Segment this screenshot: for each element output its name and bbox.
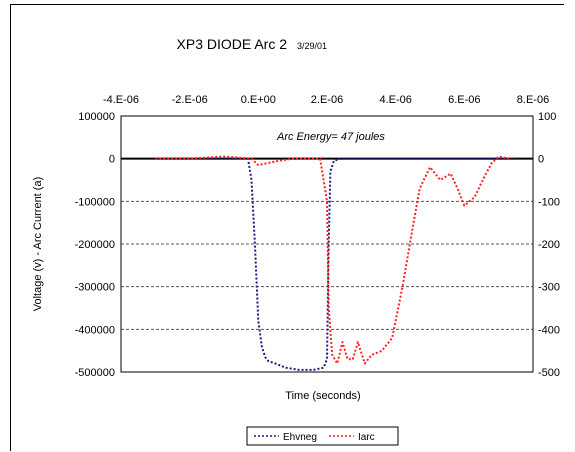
y-left-tick-label: -300000 — [75, 282, 115, 294]
y-right-tick-label: -100 — [538, 196, 560, 208]
y-right-tick-label: -200 — [538, 239, 560, 251]
series-lines — [155, 155, 516, 371]
y-right-tick-label: -300 — [538, 282, 560, 294]
chart-svg: XP3 DIODE Arc 2 3/29/01 -4.E-06 -2.E-06 0.… — [32, 36, 560, 446]
y-right-tick-labels: 100 0 -100 -200 -300 -400 -500 — [538, 111, 560, 379]
legend-label-iarc: Iarc — [358, 432, 375, 443]
series-line-iarc — [155, 155, 510, 365]
x-tick-label: -4.E-06 — [103, 94, 139, 106]
series-line-ehvneg — [155, 157, 516, 371]
x-tick-label: 0.E+00 — [241, 94, 276, 106]
x-axis-label: Time (seconds) — [285, 390, 360, 402]
plot-area-border — [120, 115, 534, 373]
y-right-tick-label: -400 — [538, 324, 560, 336]
y-left-tick-label: -400000 — [75, 324, 115, 336]
x-tick-label: 6.E-06 — [448, 94, 480, 106]
arc-energy-annotation: Arc Energy= 47 joules — [276, 131, 385, 143]
x-tick-label: 2.E-06 — [311, 94, 343, 106]
x-tick-label: -2.E-06 — [172, 94, 208, 106]
x-tick-label: 8.E-06 — [517, 94, 549, 106]
y-axis-label: Voltage (v) - Arc Current (a) — [32, 177, 44, 312]
y-right-tick-label: 100 — [538, 111, 556, 123]
y-right-tick-label: 0 — [538, 154, 544, 166]
legend-label-ehvneg: Ehvneg — [283, 432, 317, 443]
y-left-tick-labels: 100000 0 -100000 -200000 -300000 -400000 -5000… — [75, 111, 115, 379]
x-tick-label: 4.E-06 — [379, 94, 411, 106]
y-left-tick-label: -100000 — [75, 196, 115, 208]
y-right-tick-label: -500 — [538, 367, 560, 379]
y-left-tick-label: 0 — [109, 154, 115, 166]
chart-title: XP3 DIODE Arc 2 — [177, 36, 288, 52]
y-left-tick-label: 100000 — [78, 111, 115, 123]
y-left-tick-label: -200000 — [75, 239, 115, 251]
x-tick-labels: -4.E-06 -2.E-06 0.E+00 2.E-06 4.E-06 6.E-06 8.… — [103, 94, 549, 106]
y-left-tick-label: -500000 — [75, 367, 115, 379]
chart-area: XP3 DIODE Arc 2 3/29/01 -4.E-06 -2.E-06 0.… — [10, 4, 564, 451]
legend: Ehvneg Iarc — [246, 426, 399, 446]
chart-subtitle: 3/29/01 — [297, 41, 327, 51]
legend-box — [246, 426, 399, 446]
